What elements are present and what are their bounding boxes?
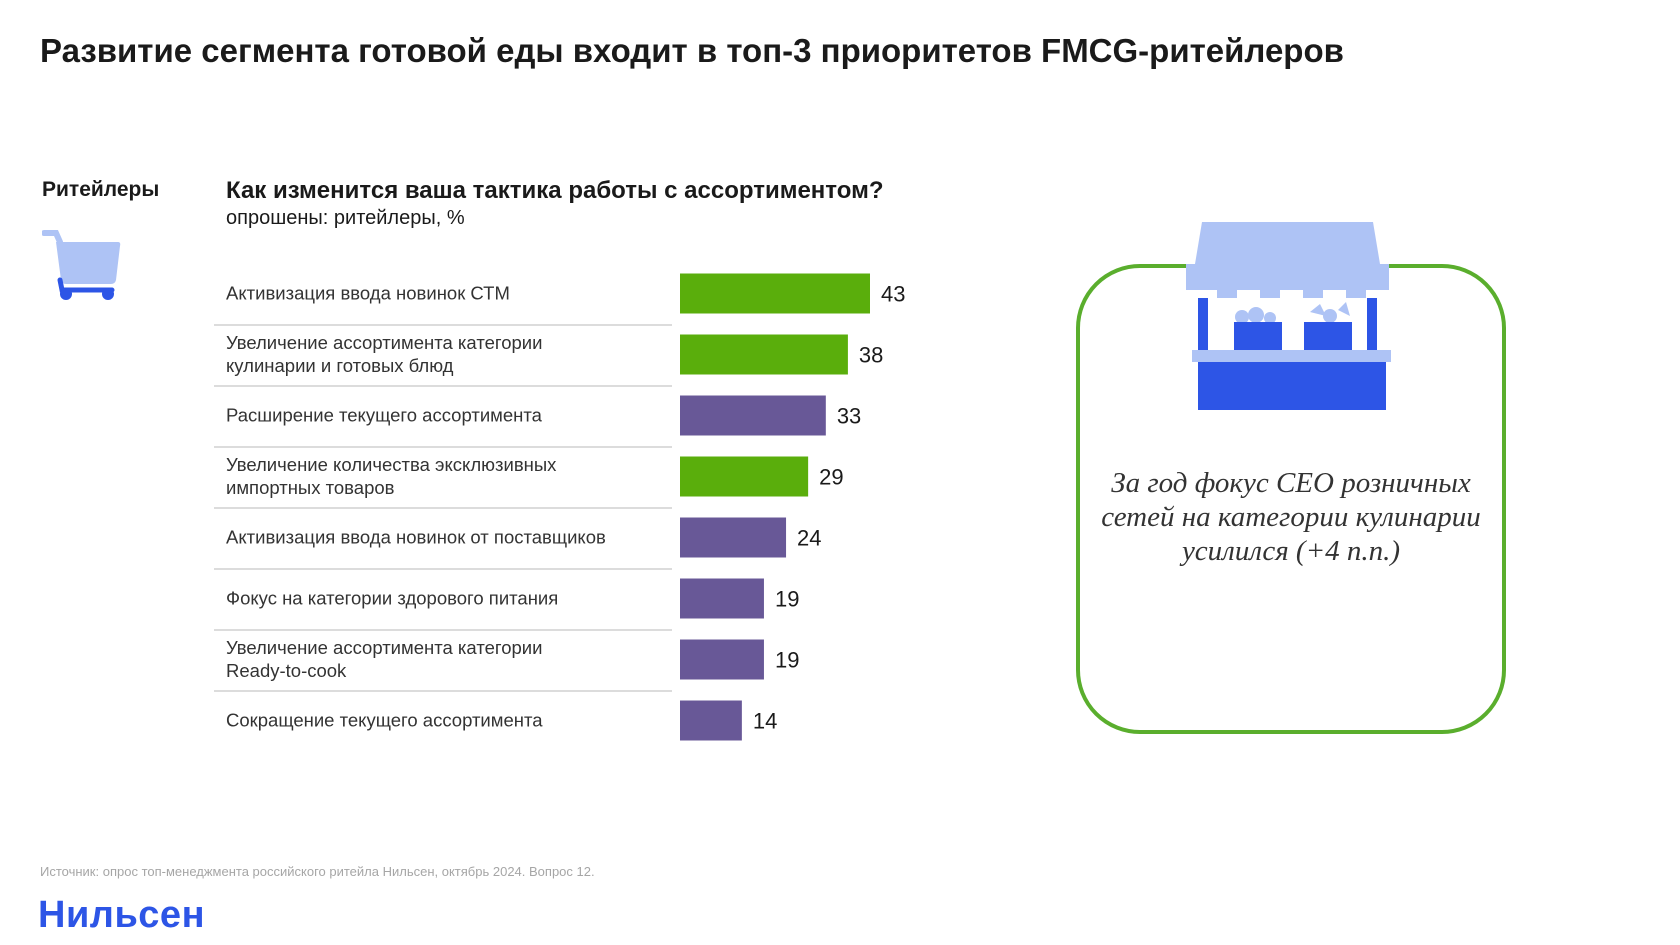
value-label: 43 [881,282,905,307]
bar [680,273,870,314]
category-label: Активизация ввода новинок СТМ [226,283,510,304]
callout-text: За год фокус CEO розничных сетей на кате… [1101,467,1481,567]
market-stall-icon [1186,222,1391,410]
bar [680,517,787,558]
value-label: 33 [837,404,861,429]
bar [680,334,848,375]
value-label: 19 [775,648,799,673]
category-label: Увеличение количества эксклюзивных импорт… [226,454,557,498]
bar-chart: Активизация ввода новинок СТМ 43 Увеличени… [214,273,905,741]
value-label: 38 [859,343,883,368]
brand-logo: Нильсен [38,894,206,936]
value-label: 19 [775,587,799,612]
value-label: 14 [753,709,777,734]
category-label: Сокращение текущего ассортимента [226,710,543,731]
bar [680,639,764,680]
chart-title: Как изменится ваша тактика работы с ассо… [226,177,884,204]
source-note: Источник: опрос топ-менеджмента российск… [40,864,595,879]
category-label: Активизация ввода новинок от поставщиков [226,527,606,548]
value-label: 29 [819,465,843,490]
shopping-cart-icon [42,230,121,300]
value-label: 24 [797,526,821,551]
chart-subtitle: опрошены: ритейлеры, % [226,207,465,229]
bar [680,578,764,619]
category-label: Расширение текущего ассортимента [226,405,543,426]
bar [680,700,742,741]
segment-label: Ритейлеры [42,178,160,201]
category-label: Увеличение ассортимента категории Ready-t… [226,637,542,681]
bar [680,395,826,436]
category-label: Фокус на категории здорового питания [226,588,558,609]
page-title: Развитие сегмента готовой еды входит в т… [40,32,1344,69]
category-label: Увеличение ассортимента категории кулинар… [226,332,542,376]
bar [680,456,809,497]
